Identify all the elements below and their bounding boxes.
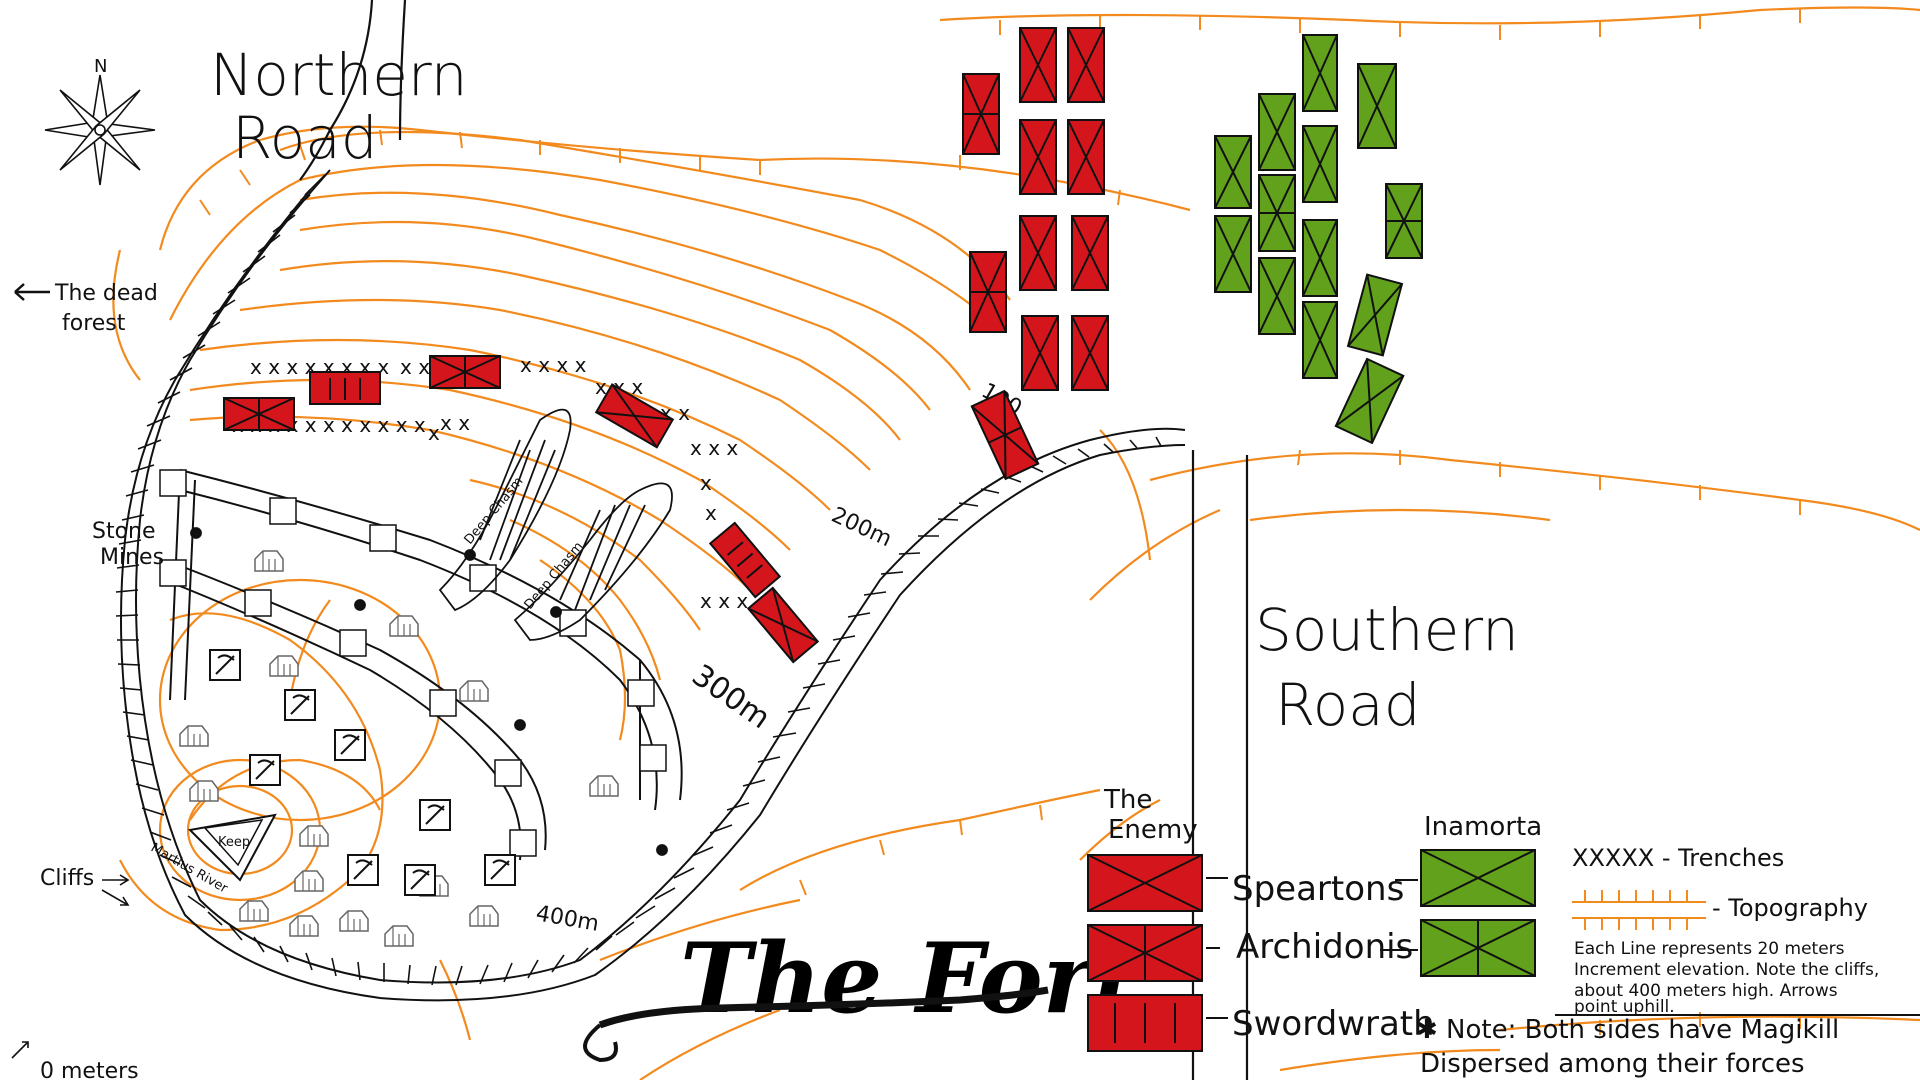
svg-text:x: x (428, 421, 440, 445)
mine-icon (404, 864, 436, 896)
svg-text:Northern: Northern (210, 41, 468, 109)
mine-icon (484, 854, 516, 886)
dead-forest-label: The dead forest (14, 281, 158, 336)
house-icon (254, 550, 284, 572)
house-icon (589, 775, 619, 797)
svg-text:x x: x x (440, 411, 470, 435)
legend-note-line-1: Each Line represents 20 meters (1574, 939, 1845, 959)
chasm-label-2: Deep Chasm (522, 539, 587, 612)
cliff-hatching (115, 174, 1162, 986)
svg-text:The Fort: The Fort (680, 922, 1138, 1035)
cliffs-label: Cliffs (40, 866, 130, 906)
svg-text:x x x x: x x x x (520, 353, 587, 377)
mine-icon (347, 854, 379, 886)
svg-text:x: x (705, 501, 717, 525)
arrow-left-icon (14, 283, 50, 301)
house-icon (459, 680, 489, 702)
svg-text:Road: Road (232, 104, 378, 172)
house-icon (389, 615, 419, 637)
legend-note-line-3: about 400 meters high. Arrows (1574, 981, 1838, 1001)
legend-enemy-title-2: Enemy (1108, 815, 1198, 845)
keep-icon: Keep (187, 813, 277, 882)
house-icon (179, 725, 209, 747)
mine-icon (209, 649, 241, 681)
legend-trenches: XXXXX - Trenches (1572, 844, 1784, 872)
svg-text:x x x: x x x (700, 589, 748, 613)
house-icon (469, 905, 499, 927)
legend-note-line-2: Increment elevation. Note the cliffs, (1574, 960, 1879, 980)
mine-icon (249, 754, 281, 786)
legend-enemy-title-1: The (1103, 785, 1152, 815)
inamorta-units (1214, 34, 1423, 445)
legend-magikill-note-2: Dispersed among their forces (1420, 1049, 1805, 1079)
mine-icon (284, 689, 316, 721)
map-title: The Fort (583, 922, 1138, 1063)
house-icon (189, 780, 219, 802)
svg-text:Cliffs: Cliffs (40, 866, 94, 891)
svg-text:Southern: Southern (1255, 596, 1519, 664)
compass-north-label: N (94, 56, 107, 77)
legend-inamorta-title: Inamorta (1424, 812, 1542, 842)
house-icon (239, 900, 269, 922)
mine-icon (419, 799, 451, 831)
trenches: x x x x x x x x x x . x x x x x x x x x … (232, 353, 748, 613)
legend-unit-archidonis: Archidonis (1236, 927, 1413, 967)
elevation-200-label: 200m (827, 503, 895, 552)
legend-note-line-4: point uphill. (1574, 997, 1675, 1017)
house-icon (299, 825, 329, 847)
svg-text:x x x: x x x (690, 436, 738, 460)
house-icon (294, 870, 324, 892)
legend-topography: - Topography (1712, 894, 1868, 922)
house-icon (384, 925, 414, 947)
house-icon (269, 655, 299, 677)
svg-text:Mines: Mines (100, 545, 164, 570)
enemy-units (223, 27, 1109, 664)
svg-text:forest: forest (62, 311, 126, 336)
svg-text:The dead: The dead (54, 281, 158, 306)
mine-icon (334, 729, 366, 761)
compass-rose-icon: N (44, 56, 156, 186)
southern-road-label: Southern Road (1255, 596, 1519, 739)
legend-magikill-note-1: ✱ Note: Both sides have Magikill (1416, 1015, 1839, 1045)
stone-mines-label: Stone Mines (92, 519, 164, 570)
svg-text:x x: x x (400, 355, 430, 379)
deep-chasms (190, 408, 673, 856)
topography-lines (112, 6, 1920, 1080)
legend-unit-swordwrath: Swordwrath (1232, 1004, 1435, 1044)
legend-topography-swatch (1572, 890, 1706, 930)
cliff-edge (120, 169, 1186, 1002)
svg-text:0 meters: 0 meters (40, 1059, 139, 1080)
svg-text:Stone: Stone (92, 519, 156, 544)
house-icon (339, 910, 369, 932)
house-icon (289, 915, 319, 937)
svg-text:x: x (700, 471, 712, 495)
legend: The Enemy Inamorta Speartons Archidonis … (1087, 785, 1920, 1079)
elevation-400-label: 400m (534, 901, 601, 937)
keep-label: Keep (218, 835, 250, 850)
northern-road-label: Northern Road (210, 41, 468, 172)
legend-unit-speartons: Speartons (1232, 869, 1404, 909)
elevation-300-label: 300m (685, 658, 776, 736)
northern-road-edge-east (398, 0, 407, 141)
northern-road-edge-west (299, 0, 374, 181)
zero-meters-label: 0 meters (11, 1041, 139, 1080)
svg-text:Road: Road (1275, 671, 1421, 739)
